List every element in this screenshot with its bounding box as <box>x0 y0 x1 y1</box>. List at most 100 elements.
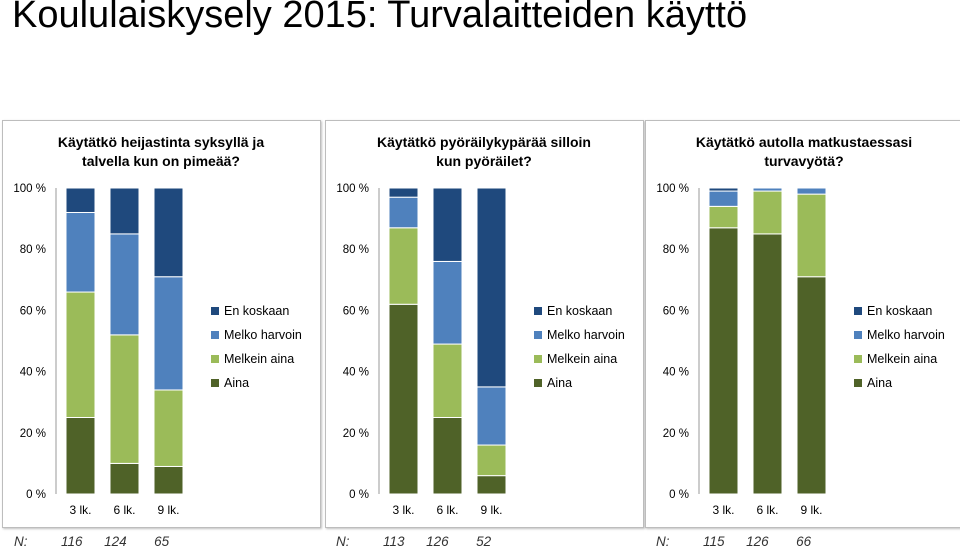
legend-swatch <box>211 331 219 339</box>
y-tick-label: 0 % <box>669 489 689 501</box>
bar-segment <box>432 417 463 495</box>
y-tick-label: 100 % <box>13 183 46 195</box>
x-tick-label: 6 lk. <box>113 503 135 517</box>
y-tick-label: 20 % <box>20 428 46 440</box>
bar-segment <box>109 187 140 235</box>
chart-svg: Käytätkö autolla matkustaessasi turvavyöt… <box>656 134 944 517</box>
legend-label: Aina <box>224 376 249 390</box>
bar-segment <box>109 462 140 495</box>
bar-segment <box>153 276 184 391</box>
bar-segment <box>432 260 463 345</box>
bar-segment <box>476 475 507 495</box>
x-tick-label: 9 lk. <box>800 503 822 517</box>
legend-label: Aina <box>547 376 572 390</box>
x-tick-label: 3 lk. <box>69 503 91 517</box>
sample-size-row: N: 113 126 52 <box>336 534 491 549</box>
y-tick-label: 80 % <box>20 244 46 256</box>
bar-segment <box>65 211 96 293</box>
bar-segment <box>708 205 739 229</box>
legend-swatch <box>534 307 542 315</box>
y-tick-label: 0 % <box>26 489 46 501</box>
y-tick-label: 20 % <box>663 428 689 440</box>
bar-segment <box>153 187 184 278</box>
bar-segment <box>109 233 140 336</box>
x-tick-label: 3 lk. <box>392 503 414 517</box>
sample-size-row: N: 115 126 66 <box>656 534 811 549</box>
y-tick-label: 80 % <box>343 244 369 256</box>
chart-panel-reflector: Käytätkö heijastinta syksyllä ja talvella… <box>2 120 321 528</box>
bar-segment <box>796 276 827 495</box>
page-title: Koululaiskysely 2015: Turvalaitteiden kä… <box>12 0 748 36</box>
bar-segment <box>109 334 140 464</box>
x-tick-label: 6 lk. <box>756 503 778 517</box>
x-tick-label: 6 lk. <box>436 503 458 517</box>
bar-segment <box>476 386 507 446</box>
chart-title: Käytätkö autolla matkustaessasi <box>696 134 912 150</box>
legend-label: Melkein aina <box>547 352 617 366</box>
legend-swatch <box>211 379 219 387</box>
legend-label: Melko harvoin <box>224 328 302 342</box>
y-tick-label: 20 % <box>343 428 369 440</box>
chart-title: Käytätkö heijastinta syksyllä ja <box>58 134 264 150</box>
legend-swatch <box>854 307 862 315</box>
legend-swatch <box>211 355 219 363</box>
legend-label: En koskaan <box>867 304 932 318</box>
legend-label: Melko harvoin <box>547 328 625 342</box>
sample-size-9lk: 65 <box>154 534 170 549</box>
y-tick-label: 60 % <box>20 305 46 317</box>
chart-title: kun pyöräilet? <box>436 153 532 169</box>
legend-swatch <box>211 307 219 315</box>
y-tick-label: 0 % <box>349 489 369 501</box>
y-tick-label: 40 % <box>343 367 369 379</box>
bar-segment <box>476 444 507 477</box>
bar-segment <box>388 187 419 198</box>
bar-segment <box>796 193 827 278</box>
bar-segment <box>153 465 184 495</box>
legend-label: En koskaan <box>224 304 289 318</box>
bar-segment <box>388 227 419 305</box>
y-tick-label: 80 % <box>663 244 689 256</box>
bar-segment <box>432 343 463 418</box>
bar-segment <box>153 389 184 467</box>
chart-panel-bicycle-helmet: Käytätkö pyöräilykypärää silloin kun pyör… <box>325 120 644 528</box>
legend-label: En koskaan <box>547 304 612 318</box>
bar-segment <box>708 190 739 207</box>
sample-size-3lk: 116 <box>61 534 83 549</box>
chart-panel-seatbelt: Käytätkö autolla matkustaessasi turvavyöt… <box>645 120 960 528</box>
bar-segment <box>708 187 739 192</box>
sample-size-9lk: 66 <box>796 534 812 549</box>
legend-swatch <box>854 355 862 363</box>
y-tick-label: 60 % <box>343 305 369 317</box>
sample-size-9lk: 52 <box>476 534 492 549</box>
sample-size-6lk: 126 <box>426 534 449 549</box>
sample-size-label: N: <box>14 534 28 549</box>
legend-label: Melkein aina <box>224 352 294 366</box>
sample-size-3lk: 115 <box>703 534 725 549</box>
sample-size-label: N: <box>656 534 670 549</box>
y-tick-label: 100 % <box>656 183 689 195</box>
bar-segment <box>65 291 96 418</box>
bar-segment <box>65 417 96 495</box>
bar-segment <box>388 196 419 229</box>
y-tick-label: 60 % <box>663 305 689 317</box>
sample-size-6lk: 126 <box>746 534 769 549</box>
y-tick-label: 40 % <box>663 367 689 379</box>
y-tick-label: 100 % <box>336 183 369 195</box>
x-tick-label: 9 lk. <box>157 503 179 517</box>
legend-swatch <box>534 355 542 363</box>
bar-segment <box>65 187 96 213</box>
chart-title: Käytätkö pyöräilykypärää silloin <box>377 134 591 150</box>
y-tick-label: 40 % <box>20 367 46 379</box>
bar-segment <box>476 187 507 388</box>
bar-segment <box>708 227 739 495</box>
chart-svg: Käytätkö heijastinta syksyllä ja talvella… <box>13 134 302 517</box>
x-tick-label: 9 lk. <box>480 503 502 517</box>
sample-size-6lk: 124 <box>104 534 127 549</box>
sample-size-row: N: 116 124 65 <box>14 534 169 549</box>
bar-segment <box>388 303 419 495</box>
legend-swatch <box>534 379 542 387</box>
bar-segment <box>432 187 463 262</box>
bar-segment <box>752 190 783 235</box>
legend-swatch <box>854 379 862 387</box>
chart-title: turvavyötä? <box>764 153 843 169</box>
